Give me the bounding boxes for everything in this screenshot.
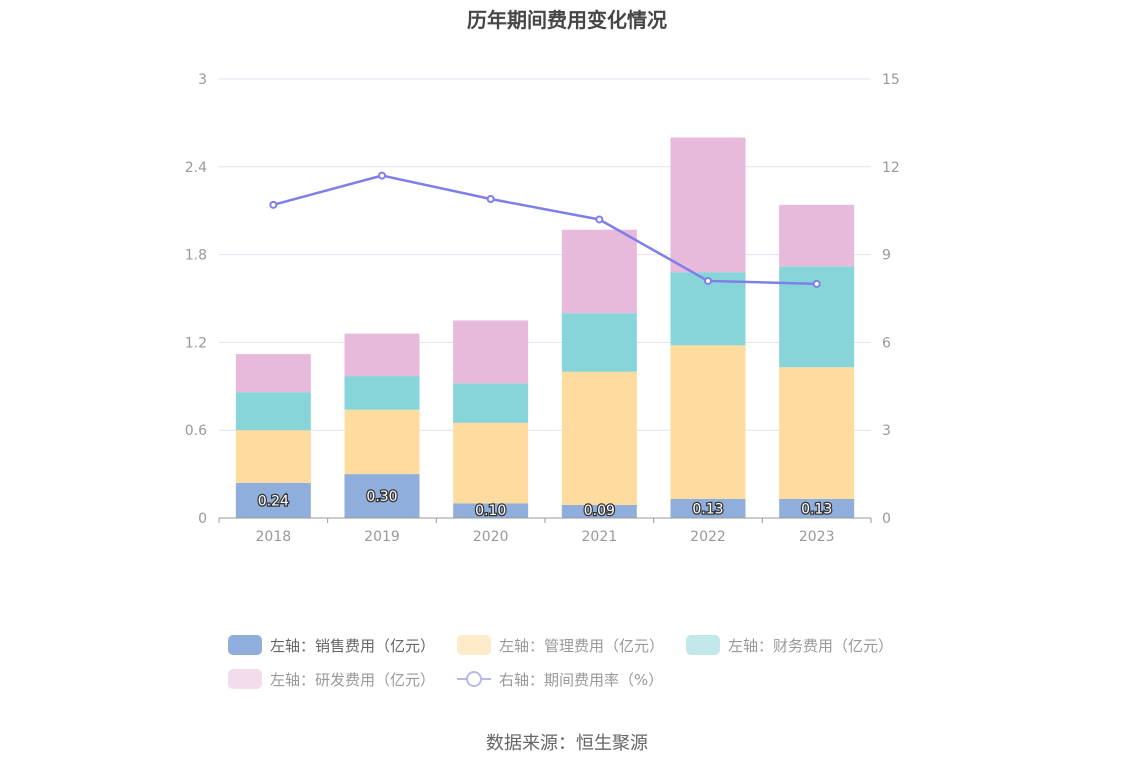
bar-data-label: 0.10	[475, 503, 506, 519]
left-tick-label: 2.4	[185, 160, 207, 176]
bar-segment-2	[235, 430, 311, 483]
legend-item-admin[interactable]: 左轴：管理费用（亿元）	[457, 635, 664, 656]
legend-item-rd[interactable]: 左轴：研发费用（亿元）	[228, 669, 435, 690]
legend-swatch-rd	[228, 669, 262, 689]
legend-item-rate[interactable]: 右轴：期间费用率（%）	[457, 669, 663, 690]
left-tick-label: 1.8	[185, 248, 207, 264]
chart-canvas: 0 0.6 1.2 1.8 2.4 3 0 3 6 9 12 15 2018 2019 2020 2021 20…	[185, 72, 900, 545]
bar-data-label: 0.30	[366, 489, 397, 505]
bar-segment-1	[779, 498, 855, 518]
bar-segment-4	[779, 204, 855, 267]
bar-segment-2	[561, 371, 637, 505]
legend-label-rd: 左轴：研发费用（亿元）	[270, 670, 436, 689]
x-tick-label: 2023	[799, 529, 835, 545]
legend-item-sales[interactable]: 左轴：销售费用（亿元）	[228, 635, 435, 656]
bar-segment-3	[344, 376, 420, 410]
x-tick-label: 2019	[364, 529, 400, 545]
chart-title: 历年期间费用变化情况	[467, 8, 667, 32]
bar-segment-3	[453, 383, 529, 423]
x-tick-label: 2018	[256, 529, 292, 545]
right-tick-label: 15	[882, 72, 900, 88]
rate-point	[595, 215, 604, 224]
legend-label-sales: 左轴：销售费用（亿元）	[270, 636, 436, 655]
right-tick-label: 0	[882, 511, 891, 527]
legend-swatch-sales	[228, 635, 262, 655]
left-tick-label: 0	[198, 511, 207, 527]
rate-point	[486, 194, 495, 203]
bar-segment-4	[235, 354, 311, 393]
legend-label-finance: 左轴：财务费用（亿元）	[728, 636, 894, 655]
right-tick-label: 3	[882, 423, 891, 439]
bar-segment-1	[561, 504, 637, 518]
legend-swatch-finance	[686, 635, 721, 655]
data-source: 数据来源：恒生聚源	[486, 733, 648, 754]
left-tick-label: 3	[198, 72, 207, 88]
rate-point	[812, 279, 821, 288]
bar-segment-1	[344, 474, 420, 518]
bar-segment-4	[670, 137, 746, 273]
rate-point	[378, 171, 386, 180]
left-tick-label: 0.6	[185, 423, 207, 439]
bar-data-label: 0.09	[584, 503, 615, 519]
bar-segment-1	[235, 482, 311, 518]
legend-item-finance[interactable]: 左轴：财务费用（亿元）	[686, 635, 893, 656]
rate-point	[269, 200, 278, 209]
legend-swatch-admin	[457, 635, 492, 655]
legend-swatch-rate	[457, 669, 492, 689]
legend-label-admin: 左轴：管理费用（亿元）	[499, 636, 665, 655]
rate-line	[273, 174, 817, 286]
bar-segment-4	[344, 333, 420, 377]
chart-legend: 左轴：销售费用（亿元） 左轴：管理费用（亿元） 左轴：财务费用（亿元） 左轴：研…	[228, 628, 928, 696]
bar-segment-1	[670, 498, 746, 518]
bar-segment-3	[561, 313, 637, 372]
bar-segment-2	[344, 409, 420, 475]
rate-point	[704, 276, 712, 285]
right-tick-label: 9	[882, 248, 891, 264]
left-tick-label: 1.2	[185, 335, 207, 351]
bar-segment-2	[779, 367, 855, 499]
x-tick-label: 2022	[690, 529, 726, 545]
legend-label-rate: 右轴：期间费用率（%）	[499, 670, 664, 689]
right-tick-label: 12	[882, 160, 900, 176]
bar-segment-1	[453, 503, 529, 518]
bar-segment-2	[453, 422, 529, 504]
bar-segment-2	[670, 345, 746, 499]
bar-data-label: 0.24	[258, 493, 289, 509]
bar-data-label: 0.13	[692, 501, 723, 517]
bar-segment-4	[453, 320, 529, 384]
bar-segment-3	[235, 392, 311, 431]
x-tick-label: 2020	[473, 529, 509, 545]
bar-segment-4	[561, 229, 637, 314]
bar-data-label: 0.13	[801, 501, 832, 517]
right-tick-label: 6	[882, 335, 891, 351]
x-tick-label: 2021	[582, 529, 618, 545]
